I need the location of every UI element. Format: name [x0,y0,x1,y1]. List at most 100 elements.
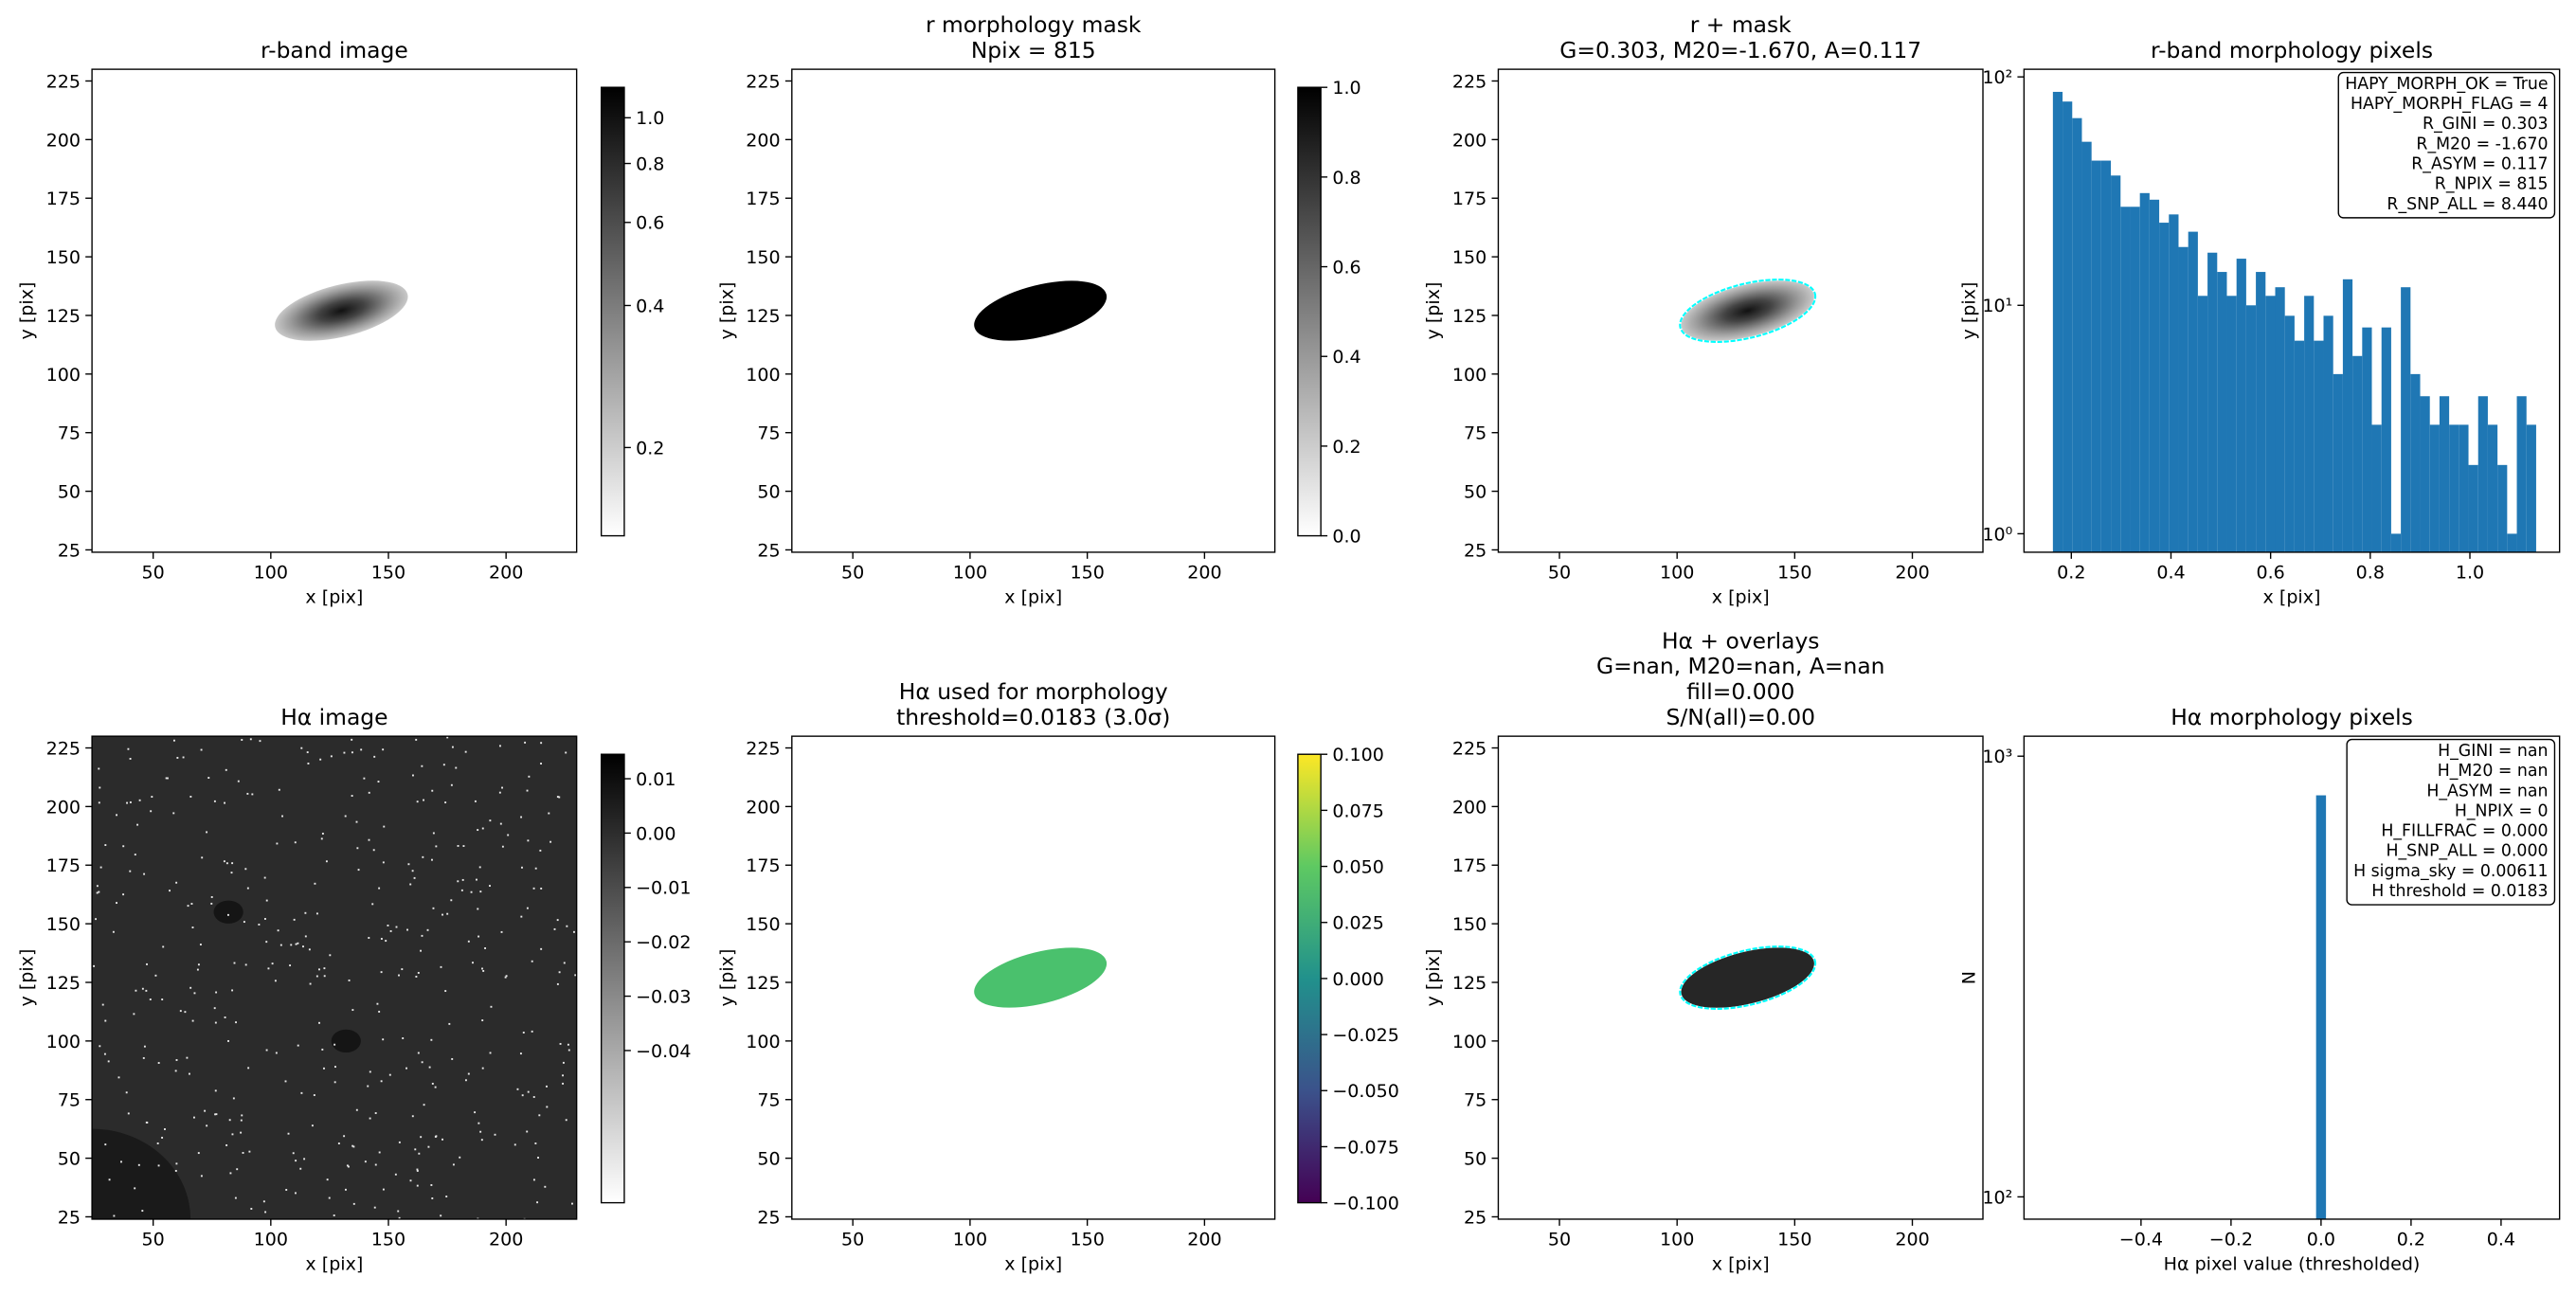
image-pixel [165,777,168,780]
colorbar-tick-label: −0.075 [1332,1137,1399,1158]
image-pixel [388,1073,391,1076]
image-pixel [476,878,477,881]
annotation-box [2337,71,2556,219]
x-tick-label: 100 [1660,563,1694,584]
image-pixel [562,1061,565,1064]
x-tick-label: 50 [142,1230,165,1250]
image-pixel [519,1052,522,1055]
panel-title: r-band image [261,37,408,63]
y-tick-label: 25 [58,540,81,561]
bar [2439,396,2450,552]
image-pixel [321,1048,324,1051]
image-pixel [423,799,424,801]
mask-contour [1679,945,1817,1010]
image-pixel [278,788,280,791]
image-pixel [444,990,447,993]
image-pixel [264,1211,267,1214]
image-pixel [96,891,99,894]
bar [2526,424,2536,552]
image-pixel [344,815,347,818]
image-pixel [263,876,266,879]
x-axis-label: Hα pixel value (thresholded) [2164,1254,2421,1275]
image-pixel [528,775,531,778]
plot-area [275,280,408,341]
image-pixel [417,971,420,974]
image-pixel [380,1080,383,1083]
bar [2342,279,2353,552]
image-pixel [333,1081,336,1084]
image-pixel [313,1094,315,1096]
image-pixel [300,1091,303,1094]
image-pixel [441,1138,443,1141]
bar [2120,207,2131,552]
image-pixel [467,1072,470,1075]
image-pixel [415,975,418,978]
bar [2333,373,2343,552]
image-pixel [214,1089,217,1092]
image-pixel [192,1116,195,1119]
x-tick-label: 150 [371,563,405,584]
mask-contour [1679,279,1817,343]
image-pixel [309,982,312,985]
y-tick-label: 175 [1452,855,1486,876]
bar [2410,373,2421,552]
image-pixel [441,913,443,916]
y-tick-label: 75 [1464,1090,1486,1111]
image-pixel [138,799,141,801]
bar [2497,464,2508,552]
annotation: H_M20 = nan [2438,762,2549,781]
image-pixel [478,866,481,869]
colorbar-tick-label: 0.4 [1332,347,1360,368]
y-tick-label: 50 [757,1149,780,1170]
image-pixel [573,930,575,933]
image-pixel [197,1152,200,1155]
image-pixel [175,881,178,884]
image-pixel [459,1156,461,1159]
image-pixel [462,845,465,848]
image-pixel [135,989,137,992]
image-pixel [122,845,125,848]
x-axis-label: x [pix] [1712,587,1770,608]
image-pixel [559,1042,562,1045]
colorbar-tick-label: 0.0 [1332,527,1360,548]
bar [2362,327,2372,552]
image-pixel [184,1011,187,1014]
image-pixel [546,1085,548,1088]
x-tick-label: −0.4 [2119,1230,2163,1250]
plot-area [974,280,1108,341]
image-pixel [356,847,359,850]
plot-area [92,736,577,1219]
image-pixel [231,1133,234,1136]
colorbar-tick-label: 1.0 [636,108,664,129]
bar [2178,246,2189,552]
image-pixel [293,918,296,921]
image-pixel [498,745,501,747]
y-tick-label: 125 [746,306,780,327]
image-pixel [374,1112,377,1114]
image-pixel [311,1124,314,1127]
y-tick-label: 150 [46,247,81,268]
image-pixel [371,903,374,906]
image-background [92,736,577,1219]
image-pixel [481,1019,484,1022]
image-pixel [231,989,234,992]
bar [2091,160,2101,552]
image-pixel [521,1094,524,1097]
image-pixel [477,829,479,832]
image-pixel [364,1160,367,1163]
colorbar [1297,86,1322,537]
image-pixel [343,1135,346,1138]
panel-title: r + mask [1690,11,1792,38]
panel-title: Hα morphology pixels [2171,704,2413,730]
y-tick-label: 200 [46,797,81,818]
x-axis-label: x [pix] [305,587,363,608]
image-pixel [329,954,332,957]
image-pixel [558,796,561,799]
image-pixel [325,860,328,863]
image-pixel [426,928,429,931]
image-pixel [409,883,412,886]
image-pixel [141,1210,144,1213]
image-pixel [531,960,533,962]
image-pixel [175,1162,178,1165]
image-pixel [351,751,353,754]
